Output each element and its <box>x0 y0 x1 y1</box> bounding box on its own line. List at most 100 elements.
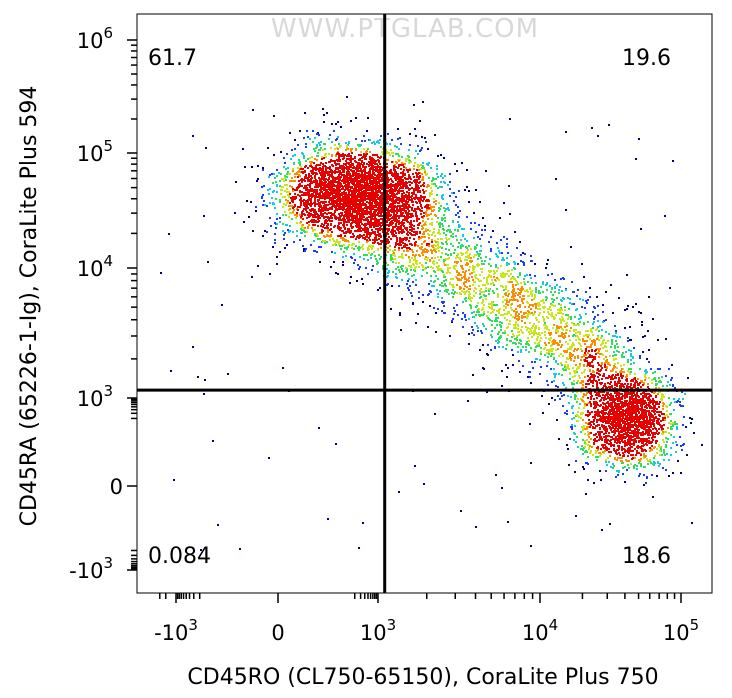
scatter-point <box>313 240 315 242</box>
scatter-point <box>521 331 523 333</box>
scatter-point <box>530 330 532 332</box>
scatter-point <box>459 288 461 290</box>
scatter-point <box>337 136 339 138</box>
scatter-point <box>416 169 418 171</box>
scatter-point <box>621 377 623 379</box>
scatter-point <box>386 159 388 161</box>
scatter-point <box>589 296 591 298</box>
scatter-point <box>542 412 544 414</box>
scatter-point <box>652 434 654 436</box>
scatter-point <box>276 184 278 186</box>
scatter-point <box>586 428 588 430</box>
scatter-point <box>276 175 278 177</box>
scatter-point <box>272 246 274 248</box>
scatter-point <box>329 134 331 136</box>
scatter-point <box>614 325 616 327</box>
scatter-point <box>303 137 305 139</box>
scatter-point <box>477 302 479 304</box>
scatter-point <box>638 384 640 386</box>
scatter-point <box>168 233 170 235</box>
scatter-point <box>564 306 566 308</box>
scatter-point <box>518 342 520 344</box>
scatter-point <box>266 231 268 233</box>
scatter-point <box>464 272 466 274</box>
scatter-point <box>328 153 330 155</box>
scatter-point <box>577 366 579 368</box>
scatter-point <box>414 244 416 246</box>
scatter-point <box>300 200 302 202</box>
scatter-point <box>626 274 628 276</box>
scatter-point <box>421 207 423 209</box>
scatter-point <box>319 232 321 234</box>
scatter-point <box>307 207 309 209</box>
scatter-point <box>292 231 294 233</box>
scatter-point <box>586 346 588 348</box>
scatter-point <box>567 343 569 345</box>
scatter-point <box>583 365 585 367</box>
scatter-point <box>501 370 503 372</box>
scatter-point <box>262 169 264 171</box>
scatter-point <box>414 270 416 272</box>
scatter-point <box>300 221 302 223</box>
scatter-point <box>294 204 296 206</box>
scatter-point <box>590 344 592 346</box>
scatter-point <box>596 402 598 404</box>
scatter-point <box>379 157 381 159</box>
scatter-point <box>531 336 533 338</box>
scatter-point <box>610 284 612 286</box>
scatter-point <box>585 422 587 424</box>
scatter-point <box>427 326 429 328</box>
scatter-point <box>246 200 248 202</box>
scatter-point <box>520 291 522 293</box>
scatter-point <box>345 142 347 144</box>
scatter-point <box>342 153 344 155</box>
scatter-point <box>633 347 635 349</box>
scatter-point <box>439 233 441 235</box>
scatter-point <box>303 248 305 250</box>
scatter-point <box>514 295 516 297</box>
scatter-point <box>580 391 582 393</box>
scatter-point <box>406 244 408 246</box>
scatter-point <box>640 454 642 456</box>
scatter-point <box>617 373 619 375</box>
scatter-point <box>503 236 505 238</box>
scatter-point <box>658 414 660 416</box>
scatter-point <box>355 148 357 150</box>
scatter-point <box>486 353 488 355</box>
scatter-point <box>402 187 404 189</box>
scatter-point <box>203 393 205 395</box>
scatter-point <box>506 344 508 346</box>
scatter-point <box>308 176 310 178</box>
scatter-point <box>456 277 458 279</box>
scatter-point <box>416 202 418 204</box>
scatter-point <box>305 203 307 205</box>
scatter-point <box>629 449 631 451</box>
scatter-point <box>681 391 683 393</box>
scatter-point <box>585 394 587 396</box>
scatter-point <box>638 440 640 442</box>
scatter-point <box>580 345 582 347</box>
scatter-point <box>495 474 497 476</box>
scatter-point <box>358 268 360 270</box>
scatter-point <box>675 441 677 443</box>
scatter-point <box>227 373 229 375</box>
scatter-point <box>593 306 595 308</box>
scatter-point <box>613 465 615 467</box>
scatter-point <box>455 196 457 198</box>
scatter-point <box>264 230 266 232</box>
scatter-point <box>472 269 474 271</box>
scatter-point <box>261 186 263 188</box>
scatter-point <box>633 443 635 445</box>
scatter-point <box>506 257 508 259</box>
scatter-point <box>409 206 411 208</box>
scatter-point <box>633 386 635 388</box>
scatter-point <box>651 379 653 381</box>
scatter-point <box>569 378 571 380</box>
scatter-point <box>422 294 424 296</box>
scatter-point <box>593 423 595 425</box>
scatter-point <box>329 161 331 163</box>
scatter-point <box>484 225 486 227</box>
scatter-point <box>491 320 493 322</box>
scatter-point <box>611 341 613 343</box>
scatter-point <box>545 299 547 301</box>
